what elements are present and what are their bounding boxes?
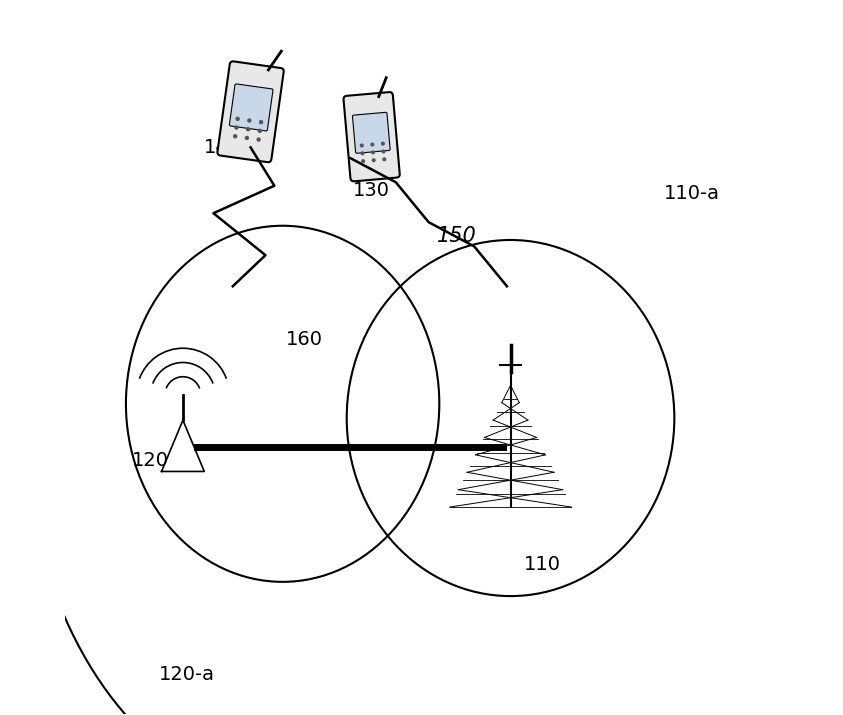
FancyBboxPatch shape [217,61,284,162]
Circle shape [258,129,261,132]
Circle shape [362,160,364,162]
Text: 110-a: 110-a [664,184,720,203]
Polygon shape [162,420,204,471]
Circle shape [247,128,250,131]
Circle shape [236,117,239,120]
Circle shape [248,119,251,122]
Text: 120: 120 [132,451,169,470]
FancyBboxPatch shape [344,92,400,182]
Circle shape [361,144,363,147]
Text: 120-a: 120-a [158,665,214,684]
FancyBboxPatch shape [229,84,273,131]
Circle shape [235,126,238,129]
Circle shape [382,142,384,145]
Circle shape [383,158,385,161]
Text: 170: 170 [369,412,410,431]
Text: 110: 110 [524,555,561,573]
Circle shape [382,150,385,153]
Circle shape [373,159,375,162]
Circle shape [371,143,373,146]
Circle shape [245,137,249,139]
FancyBboxPatch shape [352,112,390,153]
Circle shape [361,152,364,154]
Text: 140: 140 [203,138,240,157]
Circle shape [372,151,374,154]
Circle shape [234,135,237,138]
Text: 160: 160 [286,330,323,349]
Text: 150: 150 [438,227,477,247]
Circle shape [260,121,262,124]
Text: 130: 130 [353,181,390,199]
Circle shape [257,138,260,141]
